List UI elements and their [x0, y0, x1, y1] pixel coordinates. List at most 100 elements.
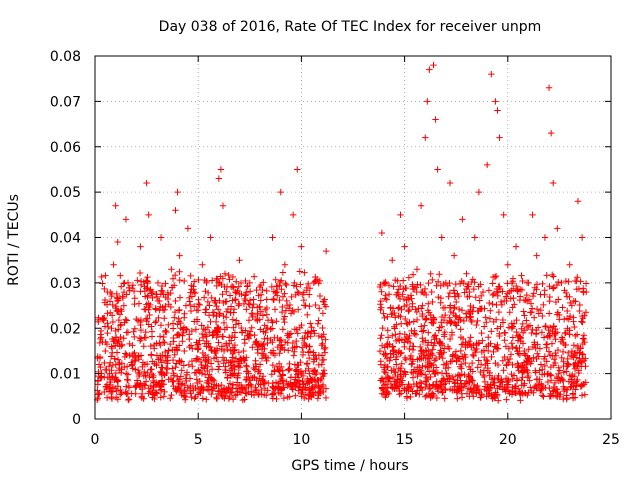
data-point: [438, 389, 446, 396]
data-point: [159, 306, 167, 314]
data-point: [513, 344, 520, 352]
data-point: [228, 365, 235, 372]
data-point: [432, 355, 440, 363]
data-point: [306, 343, 313, 350]
data-point: [162, 280, 169, 287]
data-point: [246, 297, 254, 304]
data-point: [462, 343, 469, 351]
data-point: [306, 392, 313, 399]
data-point: [226, 393, 233, 401]
data-point: [181, 388, 188, 395]
data-point: [276, 296, 283, 304]
data-point: [313, 355, 320, 363]
data-point: [181, 347, 188, 355]
data-point: [456, 372, 464, 379]
data-point: [543, 272, 550, 279]
data-point: [222, 314, 230, 321]
data-point: [103, 340, 111, 348]
data-point: [523, 291, 531, 299]
data-point: [214, 275, 221, 283]
data-point: [203, 343, 210, 350]
data-point: [251, 374, 258, 381]
data-point: [278, 308, 286, 316]
data-point: [228, 332, 236, 340]
data-point: [413, 266, 421, 273]
data-point: [503, 384, 510, 391]
data-point: [125, 396, 132, 404]
data-point: [316, 305, 323, 312]
data-point: [516, 293, 524, 300]
data-point: [543, 358, 550, 365]
data-point: [102, 272, 109, 279]
data-point: [195, 296, 202, 303]
data-point: [114, 295, 121, 302]
data-point: [174, 331, 181, 339]
data-point: [402, 356, 410, 363]
data-point: [445, 293, 452, 300]
data-point: [112, 202, 119, 209]
data-point: [468, 388, 475, 395]
data-point: [385, 291, 393, 298]
data-point: [226, 380, 234, 387]
data-point: [263, 392, 270, 399]
data-point: [529, 326, 536, 334]
data-point: [412, 284, 420, 291]
data-point: [573, 286, 581, 293]
data-point: [524, 355, 532, 362]
data-point: [164, 365, 171, 373]
y-tick-label: 0.08: [50, 49, 81, 65]
data-point: [285, 334, 293, 341]
data-point: [508, 340, 515, 347]
data-point: [579, 355, 586, 362]
data-point: [140, 343, 147, 350]
data-point: [437, 299, 444, 306]
data-point: [299, 344, 306, 351]
data-point: [200, 294, 208, 301]
data-point: [213, 395, 221, 403]
data-point: [292, 367, 299, 374]
data-point: [509, 343, 516, 351]
data-point: [441, 304, 449, 312]
data-point: [510, 372, 518, 379]
data-point: [194, 355, 201, 362]
data-point: [533, 286, 540, 293]
data-point: [176, 294, 184, 301]
data-point: [472, 386, 480, 393]
data-point: [401, 369, 408, 376]
data-point: [430, 61, 437, 69]
data-point: [94, 395, 102, 402]
data-point: [197, 358, 205, 366]
data-point: [256, 361, 264, 368]
data-point: [417, 384, 425, 392]
x-tick-label: 10: [292, 432, 310, 448]
data-point: [152, 291, 160, 298]
data-point: [533, 252, 540, 259]
data-point: [182, 375, 189, 382]
data-point: [112, 304, 119, 312]
data-point: [144, 292, 152, 299]
data-point: [297, 368, 305, 376]
data-point: [519, 340, 527, 347]
data-point: [562, 289, 570, 297]
data-point: [158, 371, 166, 379]
data-point: [287, 310, 295, 317]
data-point: [159, 381, 166, 388]
data-point: [177, 319, 184, 327]
data-point: [437, 282, 444, 289]
data-point: [416, 355, 424, 363]
data-point: [161, 388, 168, 396]
y-tick-label: 0.06: [50, 140, 81, 156]
data-point: [550, 383, 558, 391]
data-point: [153, 352, 161, 359]
data-point: [270, 288, 278, 295]
data-point: [581, 312, 588, 319]
data-point: [486, 299, 493, 307]
data-point: [490, 348, 497, 356]
data-point: [458, 365, 465, 372]
data-point: [422, 363, 429, 370]
data-point: [148, 352, 155, 359]
data-point: [385, 282, 393, 289]
data-point: [289, 385, 296, 393]
data-point: [314, 376, 321, 384]
y-tick-label: 0.03: [50, 276, 81, 292]
